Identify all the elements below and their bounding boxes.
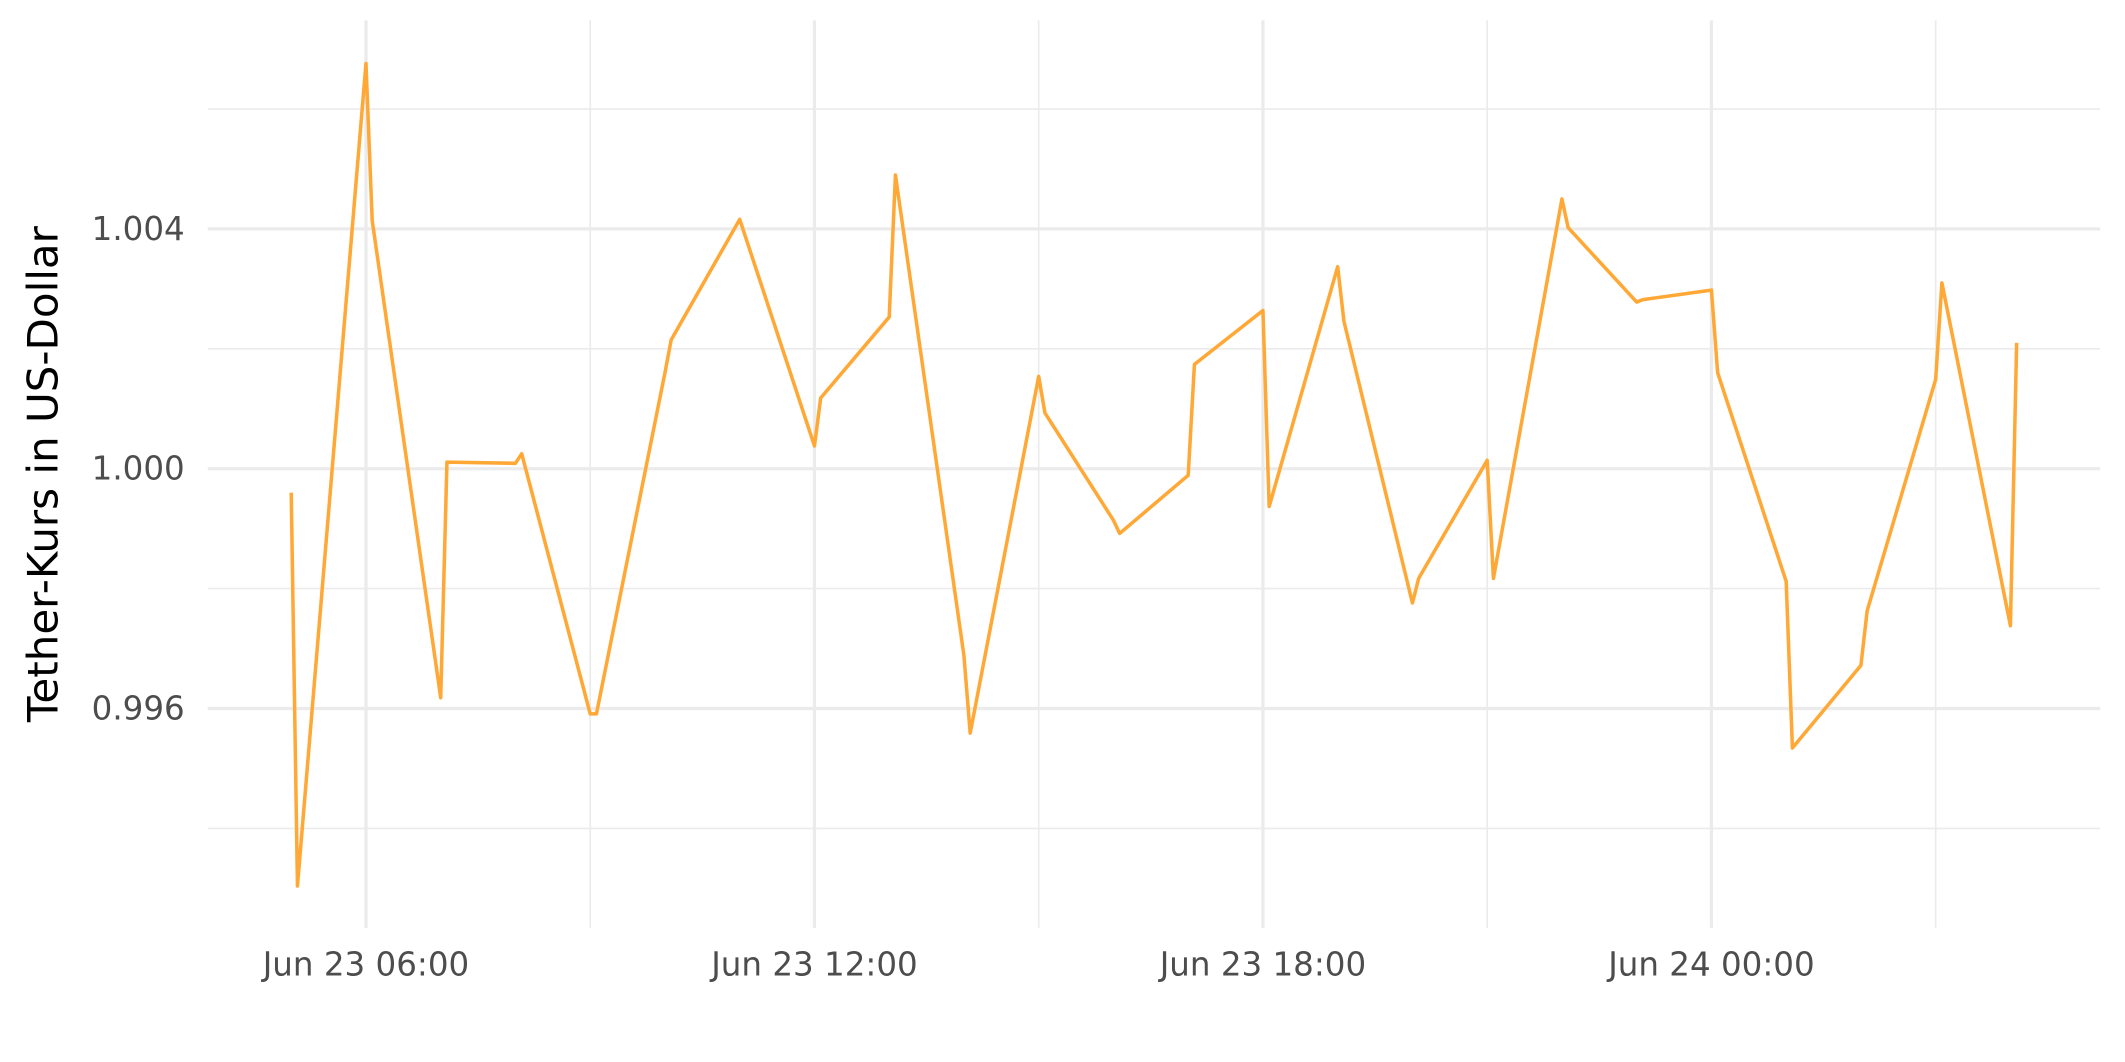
x-tick-label: Jun 24 00:00: [1606, 945, 1814, 983]
x-tick-label: Jun 23 06:00: [261, 945, 469, 983]
plot: [289, 61, 2019, 888]
x-tick-label: Jun 23 18:00: [1158, 945, 1366, 983]
y-tick-label: 1.004: [92, 210, 185, 248]
y-tick-label: 1.000: [92, 450, 185, 488]
line-series: [289, 61, 2019, 888]
grid: [207, 20, 2101, 928]
x-tick-label: Jun 23 12:00: [709, 945, 917, 983]
y-axis-title: Tether-Kurs in US-Dollar: [18, 225, 67, 723]
y-tick-label: 0.996: [92, 689, 185, 727]
